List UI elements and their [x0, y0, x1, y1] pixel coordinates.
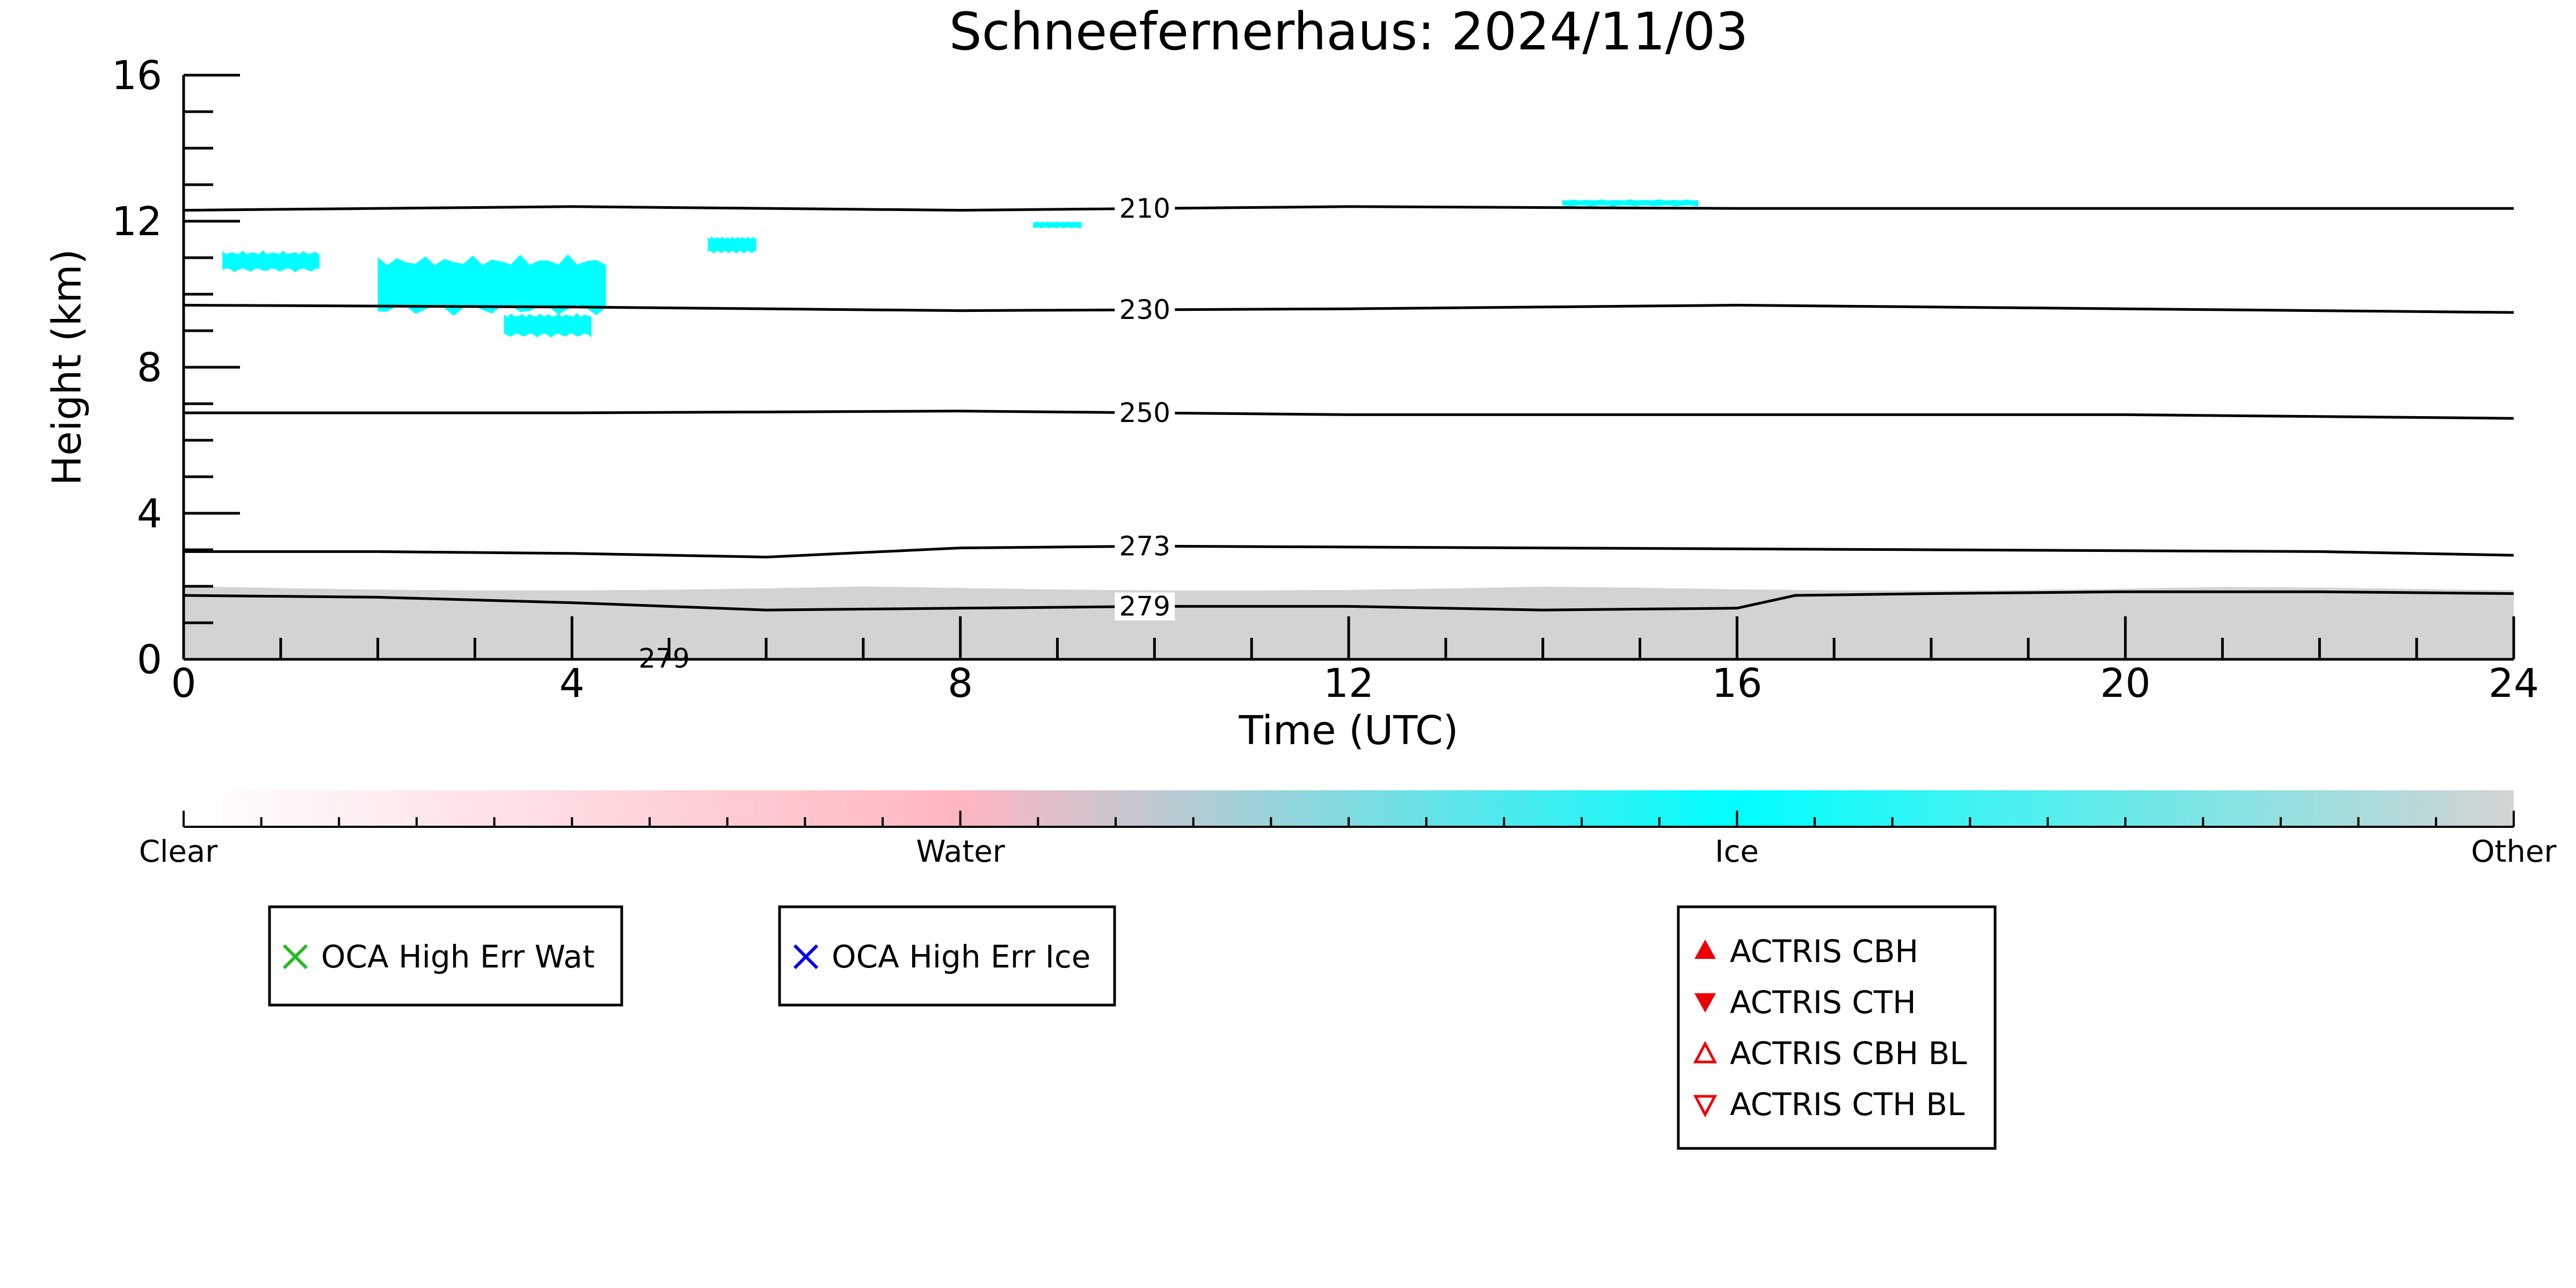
- contour-line-230: [184, 303, 2514, 314]
- triangle-up-filled-icon: [1694, 940, 1716, 959]
- x-tick-label: 24: [2488, 660, 2539, 707]
- colorbar-label-clear: Clear: [139, 834, 218, 869]
- colorbar-ticks: [183, 811, 2515, 827]
- x-tick-label: 12: [1323, 660, 1374, 707]
- y-ticks: 0 4 8 12 16: [112, 53, 240, 683]
- contour-label-bg: [1115, 398, 1175, 427]
- contour-line-279: [184, 590, 2514, 612]
- legend-actris-cbh-label: ACTRIS CBH: [1730, 933, 1918, 970]
- colorbar-label-ice: Ice: [1715, 834, 1759, 869]
- legend-actris: ACTRIS CBH ACTRIS CTH ACTRIS CBH BL ACTR…: [1677, 905, 1997, 1150]
- legend-actris-cth-bl-label: ACTRIS CTH BL: [1730, 1086, 1964, 1123]
- y-tick-label: 8: [137, 345, 162, 391]
- contour-line-273: [184, 544, 2514, 559]
- legend-oca-ice: OCA High Err Ice: [778, 905, 1116, 1007]
- contour-label-bg: [1115, 295, 1175, 324]
- region-ice: [377, 254, 606, 316]
- region-ice: [708, 236, 756, 254]
- x-tick-label: 20: [2100, 660, 2151, 707]
- region-ice: [1033, 221, 1082, 229]
- contour-label-273: 273: [1119, 530, 1170, 562]
- plot-area: [184, 199, 2514, 659]
- colorbar: Clear Water Ice Other: [139, 790, 2557, 869]
- contour-line-250: [184, 410, 2514, 420]
- contour-line-210: [184, 205, 2514, 212]
- legend-oca-ice-box: [778, 905, 1116, 1007]
- contour-label-bg: [1115, 532, 1175, 561]
- legend-oca-water: OCA High Err Wat: [268, 905, 623, 1007]
- colorbar-label-water: Water: [916, 834, 1006, 869]
- contour-label-250: 250: [1119, 397, 1170, 428]
- legend-oca-ice-label: OCA High Err Ice: [832, 938, 1090, 975]
- legend-actris-cth-label: ACTRIS CTH: [1730, 984, 1916, 1021]
- contour-label-bg: [1115, 194, 1175, 223]
- x-tick-label: 4: [559, 660, 585, 707]
- region-ice: [504, 313, 592, 338]
- contour-label-279: 279: [1119, 591, 1170, 622]
- y-tick-label: 0: [137, 637, 162, 683]
- axes: 0 4 8 12 16 20 24 0 4 8 12 16: [112, 53, 2539, 707]
- contour-label-230: 230: [1119, 294, 1170, 325]
- contour-label-bg: [1115, 592, 1175, 621]
- y-axis-label: Height (km): [44, 249, 90, 486]
- region-ice: [222, 250, 320, 273]
- x-marker-icon: [793, 944, 819, 970]
- legend-oca-water-label: OCA High Err Wat: [321, 938, 595, 975]
- y-tick-label: 16: [112, 53, 162, 99]
- x-tick-label: 0: [171, 660, 196, 707]
- triangle-up-open-icon: [1693, 1040, 1718, 1064]
- legend-actris-box: [1677, 905, 1997, 1150]
- triangle-down-open-icon: [1693, 1095, 1718, 1118]
- region-ice: [1562, 199, 1698, 207]
- colorbar-label-other: Other: [2471, 834, 2557, 869]
- x-marker-icon: [282, 944, 308, 970]
- x-tick-label: 8: [948, 660, 973, 707]
- y-tick-label: 4: [137, 491, 162, 537]
- contour-label-210: 210: [1119, 193, 1170, 224]
- y-tick-label: 12: [112, 199, 162, 245]
- chart-title: Schneefernerhaus: 2024/11/03: [949, 2, 1749, 62]
- legend-oca-water-box: [268, 905, 623, 1007]
- x-ticks: 0 4 8 12 16 20 24: [171, 616, 2539, 707]
- triangle-down-filled-icon: [1694, 993, 1716, 1013]
- legend-actris-cbh-bl-label: ACTRIS CBH BL: [1730, 1035, 1967, 1072]
- x-axis-label: Time (UTC): [1238, 708, 1458, 754]
- x-tick-label: 16: [1712, 660, 1762, 707]
